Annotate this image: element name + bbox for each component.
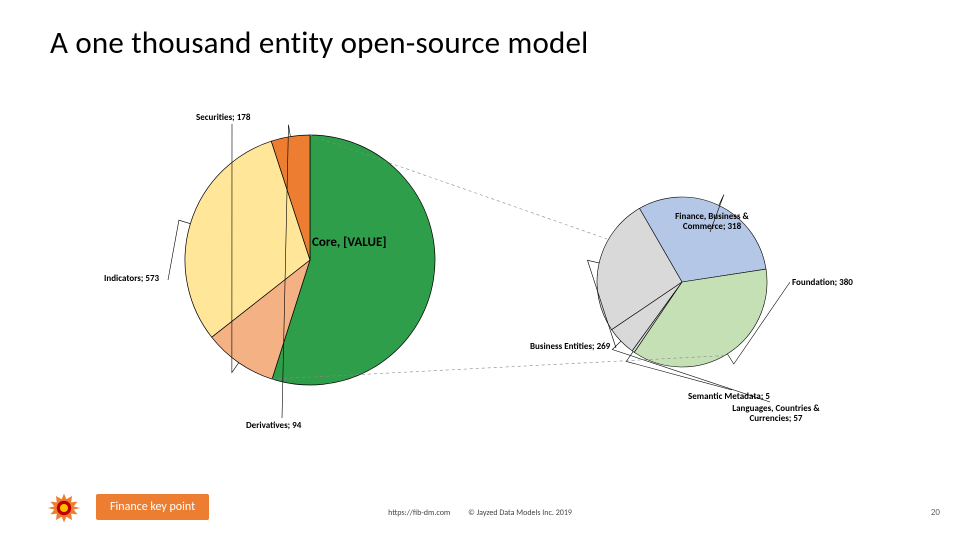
footer-url: https://fib-dm.com [388, 508, 450, 518]
label-lcc: Languages, Countries &Currencies; 57 [716, 404, 836, 425]
label-fbc: Finance, Business &Commerce; 318 [652, 212, 772, 233]
label-business-entities: Business Entities; 269 [530, 342, 610, 352]
footer-copyright: © Jayzed Data Models Inc. 2019 [468, 508, 572, 518]
label-indicators: Indicators; 573 [104, 274, 159, 284]
footer-center: https://fib-dm.com © Jayzed Data Models … [0, 508, 960, 518]
chart-canvas [0, 0, 960, 540]
slide: A one thousand entity open-source model … [0, 0, 960, 540]
footer: Finance key point https://fib-dm.com © J… [0, 488, 960, 528]
label-derivatives: Derivatives; 94 [246, 421, 301, 431]
label-foundation: Foundation; 380 [792, 278, 853, 288]
core-label: Core, [VALUE] [312, 235, 387, 250]
label-semantic: Semantic Metadata; 5 [688, 392, 770, 402]
label-securities: Securities; 178 [196, 113, 250, 123]
page-number: 20 [931, 507, 940, 518]
